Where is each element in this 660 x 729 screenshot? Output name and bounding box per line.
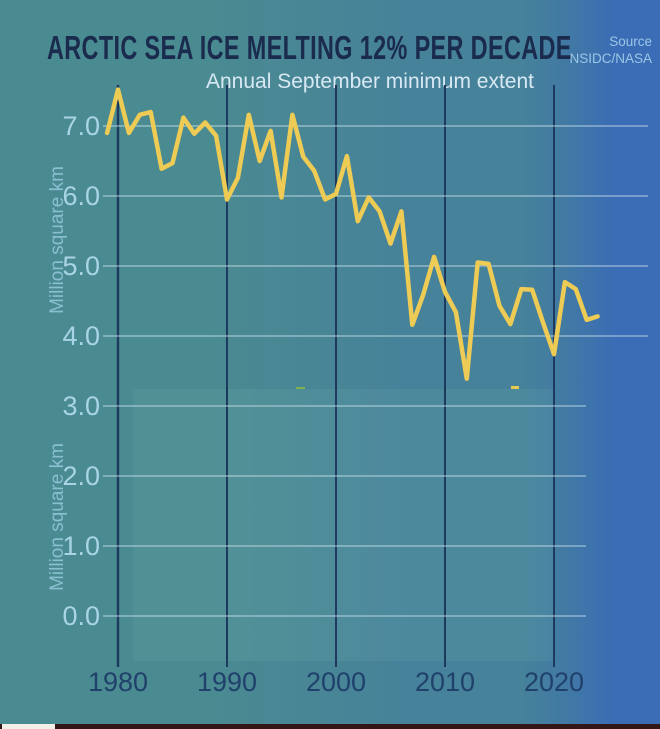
x-gridlines <box>116 85 555 667</box>
sea-ice-extent-line <box>104 87 600 381</box>
y-gridlines <box>103 125 648 617</box>
source-attribution: Source NSIDC/NASA <box>569 33 652 67</box>
bottom-edge-white-segment <box>2 724 55 729</box>
y-tick-label-4.0: 4.0 <box>62 321 100 351</box>
video-artifact-dash-yellow <box>511 386 519 389</box>
chart-subtitle: Annual September minimum extent <box>206 70 534 93</box>
y-tick-label-6.0: 6.0 <box>62 181 100 211</box>
y-tick-label-2.0: 2.0 <box>62 461 100 491</box>
chart-title: ARCTIC SEA ICE MELTING 12% PER DECADE <box>47 29 572 66</box>
y-tick-label-5.0: 5.0 <box>62 251 100 281</box>
source-label: Source <box>609 34 652 49</box>
y-tick-label-1.0: 1.0 <box>62 531 100 561</box>
x-tick-label-1990: 1990 <box>196 667 258 697</box>
video-artifact-dash-green <box>296 387 305 389</box>
x-tick-label-2020: 2020 <box>523 667 585 697</box>
x-tick-label-2010: 2010 <box>414 667 476 697</box>
y-tick-label-7.0: 7.0 <box>62 111 100 141</box>
y-tick-label-3.0: 3.0 <box>62 391 100 421</box>
x-tick-label-1980: 1980 <box>87 667 149 697</box>
bottom-edge-bar <box>0 724 660 729</box>
x-tick-label-2000: 2000 <box>305 667 367 697</box>
y-tick-label-0.0: 0.0 <box>62 601 100 631</box>
source-value: NSIDC/NASA <box>569 51 652 66</box>
